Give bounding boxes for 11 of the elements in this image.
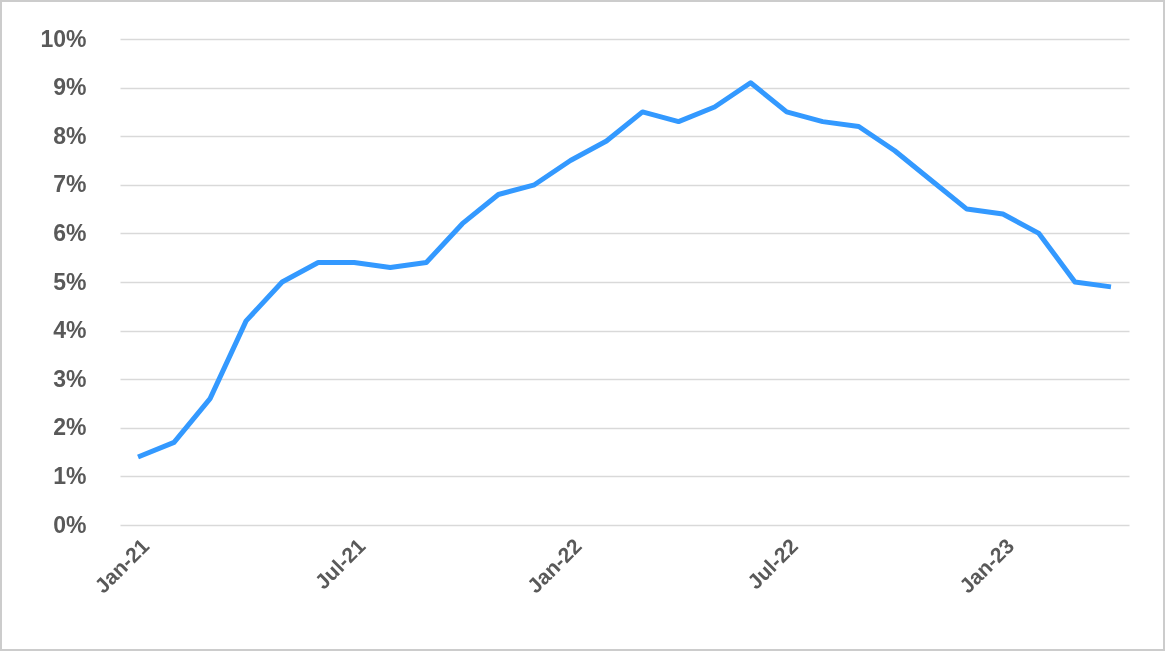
y-tick-label: 5%: [53, 268, 87, 295]
y-tick-label: 0%: [53, 511, 87, 538]
y-tick-label: 3%: [53, 365, 87, 392]
y-tick-label: 9%: [53, 74, 87, 101]
y-tick-label: 1%: [53, 462, 87, 489]
y-tick-label: 2%: [53, 414, 87, 441]
y-tick-label: 10%: [40, 25, 87, 52]
y-tick-label: 8%: [53, 122, 87, 149]
y-tick-label: 4%: [53, 317, 87, 344]
y-tick-label: 6%: [53, 219, 87, 246]
y-tick-label: 7%: [53, 171, 87, 198]
